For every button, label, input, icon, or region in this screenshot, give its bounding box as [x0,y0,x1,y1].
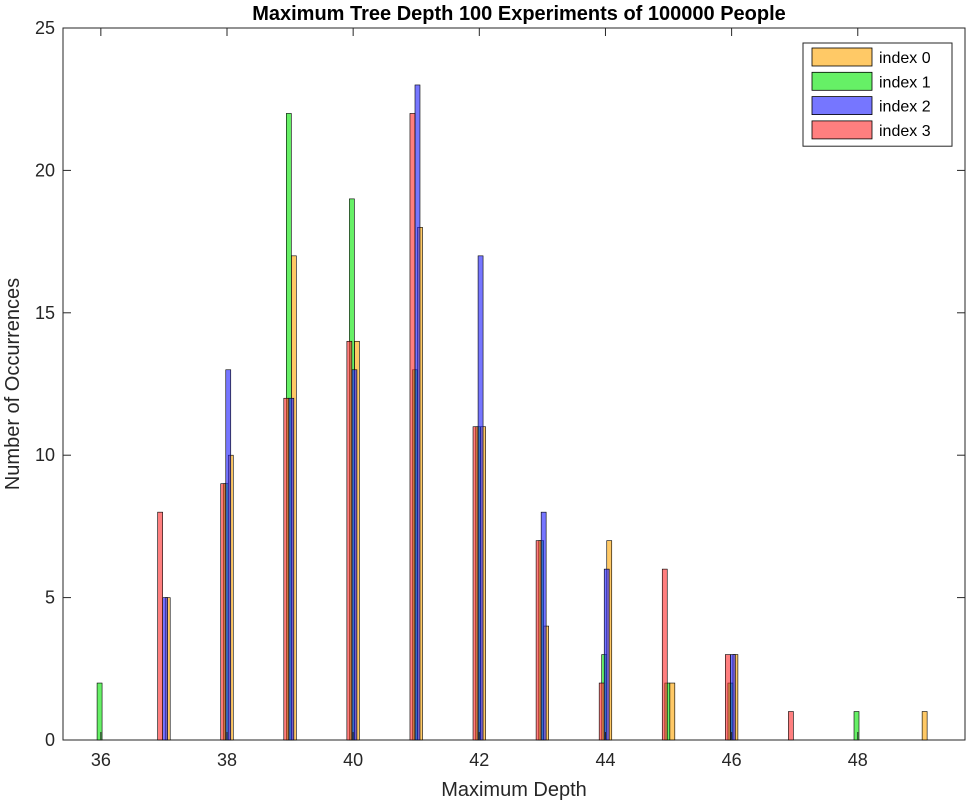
bar [96,682,103,741]
bar [598,682,605,741]
bar [540,511,547,741]
legend-label: index 1 [879,74,931,91]
y-tick-label: 25 [35,18,55,38]
bar [225,369,232,741]
bar [472,426,479,741]
y-tick-label: 15 [35,303,55,323]
x-tick-label: 48 [848,750,868,770]
bar [288,397,295,741]
bar [921,711,928,741]
bar [661,568,668,741]
y-tick-label: 5 [45,588,55,608]
legend-swatch [811,96,873,115]
x-axis-label: Maximum Depth [441,779,587,801]
x-tick-label: 36 [91,750,111,770]
x-tick-label: 40 [343,750,363,770]
bar [162,597,168,741]
x-ticks: 36 38 40 42 44 46 48 [91,28,868,770]
bars-group [96,84,928,741]
legend: index 0 index 1 index 2 index 3 [802,42,953,147]
bar [669,682,676,741]
legend-label: index 0 [879,50,931,67]
x-tick-label: 46 [722,750,742,770]
bar [477,255,484,741]
y-ticks: 0 5 10 15 20 25 [35,18,965,750]
y-tick-label: 0 [45,730,55,750]
x-tick-label: 44 [595,750,615,770]
legend-label: index 2 [879,99,931,116]
bar [346,340,353,741]
legend-swatch [811,71,873,91]
bar [535,540,542,741]
bar [283,397,290,741]
bar [414,84,421,741]
chart-title: Maximum Tree Depth 100 Experiments of 10… [252,3,786,25]
y-tick-label: 20 [35,160,55,180]
series-3 [157,113,794,741]
y-axis-label: Number of Occurrences [2,278,24,490]
x-tick-label: 42 [469,750,489,770]
bar [409,113,416,741]
bar [788,711,794,741]
x-tick-label: 38 [217,750,237,770]
bar [157,511,163,741]
bar [351,369,358,741]
legend-swatch [811,47,873,67]
legend-swatch [811,120,873,140]
y-tick-label: 10 [35,445,55,465]
bar [603,568,610,741]
bar [730,654,736,741]
bar [725,654,731,741]
bar [220,483,227,741]
bar [853,711,860,741]
legend-label: index 3 [879,123,931,140]
